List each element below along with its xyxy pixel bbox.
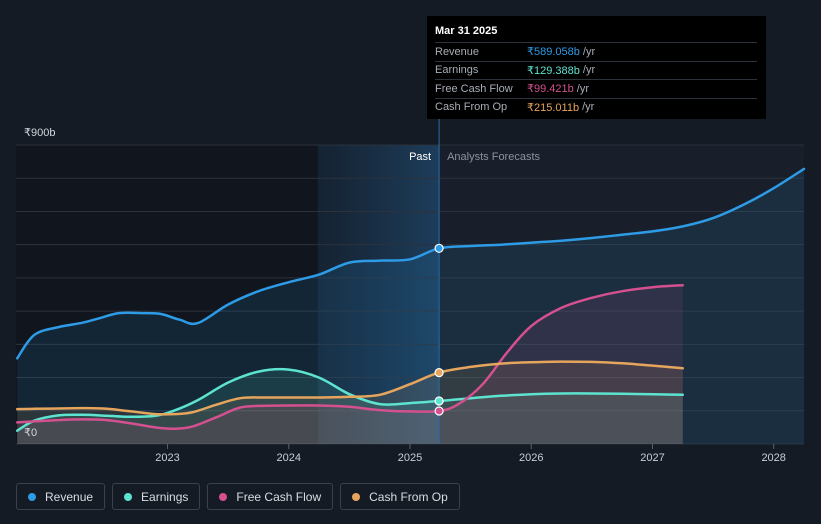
earnings-marker[interactable] (434, 396, 444, 406)
tooltip-row-free-cash-flow: Free Cash Flow ₹99.421b /yr (435, 79, 757, 98)
tooltip-date: Mar 31 2025 (435, 25, 498, 37)
tooltip-label: Revenue (435, 45, 480, 58)
tooltip: Mar 31 2025 Revenue ₹589.058b /yr Earnin… (427, 16, 766, 119)
tooltip-value: ₹99.421b (527, 83, 574, 96)
x-tick-label: 2024 (277, 452, 301, 464)
x-tick-label: 2025 (398, 452, 422, 464)
tooltip-label: Free Cash Flow (435, 82, 513, 95)
legend: Revenue Earnings Free Cash Flow Cash Fro… (16, 483, 460, 510)
x-tick-label: 2027 (640, 452, 664, 464)
tooltip-label: Earnings (435, 64, 479, 77)
tooltip-row-cash-from-op: Cash From Op ₹215.011b /yr (435, 97, 757, 117)
legend-label: Cash From Op (369, 489, 448, 504)
tooltip-unit: /yr (576, 82, 589, 95)
legend-label: Revenue (45, 489, 94, 504)
tooltip-unit: /yr (582, 45, 596, 58)
legend-item-cash-from-op[interactable]: Cash From Op (340, 483, 460, 510)
x-axis-ticks: 2023 2024 2025 2026 2027 2028 (155, 444, 786, 464)
revenue-area (17, 168, 804, 444)
legend-label: Free Cash Flow (236, 489, 322, 504)
earnings-line[interactable] (15, 367, 685, 432)
value-markers[interactable] (434, 243, 444, 416)
y-axis-min-label: ₹0 (24, 427, 37, 439)
tooltip-value: ₹129.388b (527, 64, 580, 77)
legend-item-free-cash-flow[interactable]: Free Cash Flow (207, 483, 334, 510)
cash-from-op-line[interactable] (15, 360, 685, 416)
legend-dot-icon (219, 492, 228, 501)
cash-from-op-area (17, 361, 683, 444)
tooltip-value: ₹589.058b (527, 46, 580, 59)
forecast-label: Analysts Forecasts (447, 151, 540, 163)
legend-dot-icon (28, 492, 36, 501)
grid-lines (16, 144, 804, 445)
x-tick-label: 2028 (761, 452, 785, 464)
legend-label: Earnings (141, 489, 189, 504)
x-tick-label: 2026 (519, 452, 543, 464)
cash-from-op-marker[interactable] (434, 367, 444, 378)
free-cash-flow-line[interactable] (15, 283, 685, 430)
tooltip-unit: /yr (582, 64, 596, 77)
legend-item-earnings[interactable]: Earnings (112, 483, 201, 510)
free-cash-flow-marker[interactable] (434, 406, 444, 416)
y-axis-max-label: ₹900b (24, 127, 55, 139)
past-label: Past (409, 151, 431, 163)
tooltip-row-earnings: Earnings ₹129.388b /yr (435, 60, 757, 80)
legend-item-revenue[interactable]: Revenue (16, 483, 106, 510)
tooltip-row-revenue: Revenue ₹589.058b /yr (435, 42, 757, 61)
legend-dot-icon (124, 492, 133, 501)
revenue-marker[interactable] (434, 243, 444, 253)
tooltip-unit: /yr (582, 101, 595, 114)
tooltip-label: Cash From Op (435, 101, 508, 114)
series-lines (15, 167, 806, 432)
tooltip-value: ₹215.011b (527, 101, 580, 114)
legend-dot-icon (352, 492, 361, 501)
revenue-line[interactable] (15, 167, 806, 360)
free-cash-flow-area (17, 285, 683, 444)
x-tick-label: 2023 (155, 452, 179, 464)
